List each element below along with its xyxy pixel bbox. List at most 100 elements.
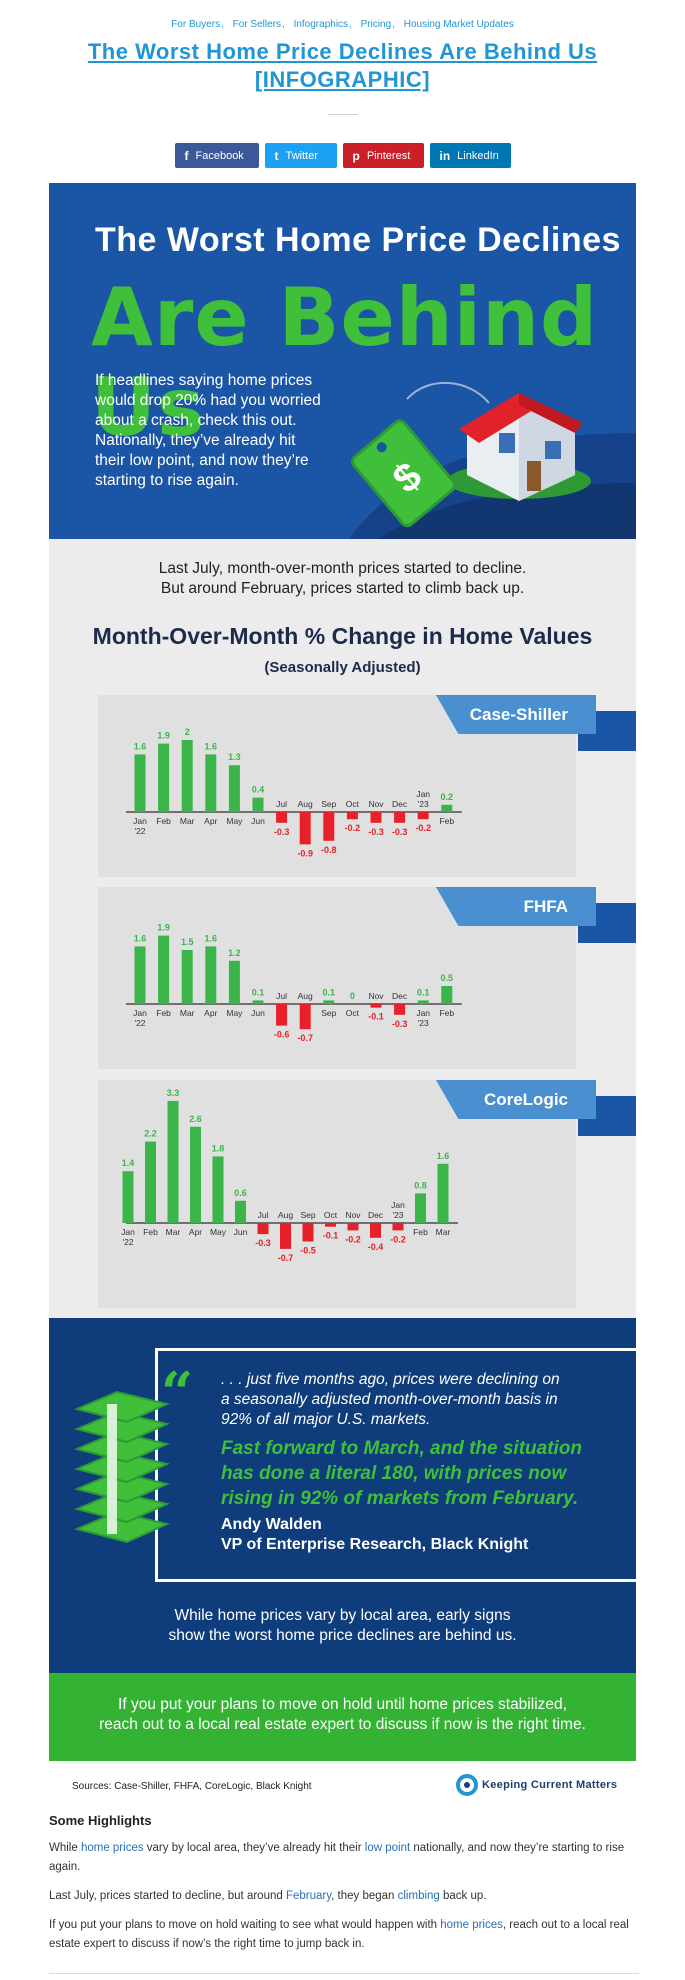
category-link[interactable]: Housing Market Updates [403,19,514,30]
data-label: 1.6 [437,1151,450,1161]
tick-label: Jun [251,816,265,826]
data-label: 0.8 [414,1180,427,1190]
data-label: -0.5 [300,1246,316,1256]
category-link[interactable]: For Sellers [232,19,281,30]
corelogic-bar-chart: 1.4Jan'222.2Feb3.3Mar2.6Apr1.8May0.6Jun-… [121,1088,458,1263]
data-label: -0.2 [415,823,431,833]
chart-bar [370,1004,382,1008]
tick-label: '23 [418,799,429,809]
chart-bar [280,1223,291,1249]
hero-text-line: their low point, and now they’re [95,452,309,469]
page-title-line[interactable]: The Worst Home Price Declines Are Behind… [87,39,598,64]
tick-label: Feb [439,1008,454,1018]
data-label: -0.3 [368,827,384,837]
facebook-share-button[interactable]: f Facebook [174,143,259,168]
data-label: 2.6 [189,1114,202,1124]
share-label: Facebook [195,149,244,162]
data-label: -0.2 [345,1234,361,1244]
tick-label: Jan [133,816,147,826]
data-label: -0.3 [392,1019,408,1029]
corelogic-chart-panel: 1.4 Jan '22 2.2 Feb 3.3 Mar 2.6 Apr 1.8 May 0.6 Jun -… [98,1080,596,1308]
hero-text-line: about a crash, check this out. [95,412,297,429]
highlights-title: Some Highlights [49,1813,152,1828]
data-label: 0.6 [234,1188,247,1198]
tick-label: Nov [368,991,384,1001]
quote-line: 92% of all major U.S. markets. [221,1411,431,1428]
category-link[interactable]: Infographics [293,19,349,30]
chart-bar [323,812,335,841]
cta-line: If you put your plans to move on hold un… [118,1696,567,1713]
data-label: 2 [185,727,190,737]
chart-bar [158,743,170,812]
data-label: 2.2 [144,1129,157,1139]
data-label: -0.2 [390,1234,406,1244]
quote-highlight: Fast forward to March, and the situation… [221,1436,621,1511]
category-link[interactable]: For Buyers [171,19,221,30]
chart-bar [417,1000,429,1004]
tick-label: Jun [251,1008,265,1018]
data-label: 3.3 [167,1088,180,1098]
data-label: 0.4 [252,785,265,795]
chart-bar [302,1223,314,1242]
divider [328,114,358,115]
text: nationally, and now they’re starting to … [49,1842,625,1873]
chart-bar [415,1193,426,1223]
tick-label: Dec [392,799,408,809]
chart-bar [370,1223,381,1238]
share-label: LinkedIn [457,149,499,162]
chart-bar [370,812,382,823]
quote-highlight-line: Fast forward to March, and the situation [221,1438,583,1459]
tick-label: Aug [298,799,313,809]
data-label: 0.5 [441,973,454,983]
twitter-icon: t [274,148,279,163]
chart-bar [252,1000,264,1004]
linkedin-share-button[interactable]: in LinkedIn [429,143,511,168]
chart-bar [235,1200,246,1223]
cta-text: If you put your plans to move on hold un… [49,1695,636,1735]
data-label: -0.3 [274,827,290,837]
chart-bar [299,812,311,845]
cta-line: reach out to a local real estate expert … [99,1716,586,1733]
tick-label: Aug [298,991,313,1001]
tick-label: May [226,816,243,826]
tick-label: Sep [321,799,336,809]
page-title[interactable]: The Worst Home Price Declines Are Behind… [40,38,645,94]
tick-label: '23 [418,1018,429,1028]
brand-logo: Keeping Current Matters [456,1774,617,1796]
chart-bar [392,1223,404,1231]
pinterest-share-button[interactable]: p Pinterest [342,143,424,168]
chart-title: Month-Over-Month % Change in Home Values [92,623,593,649]
page-title-line[interactable]: [INFOGRAPHIC] [254,67,431,92]
chart-bar [347,1223,359,1231]
author-title: VP of Enterprise Research, Black Knight [221,1536,529,1553]
chart-bar [181,950,193,1004]
data-label: -0.1 [368,1012,384,1022]
home-prices-link[interactable]: home prices [80,1842,144,1854]
text: , they began [331,1890,398,1902]
fhfa-chart-panel: 1.6 Jan '22 1.9 Feb 1.5 Mar 1.6 Apr 1.2 May 0.1 Jun -… [98,887,596,1069]
february-link[interactable]: February [285,1890,332,1902]
chart-bar [228,765,240,812]
chart-bar [441,804,453,812]
twitter-share-button[interactable]: t Twitter [264,143,337,168]
chart-bar [417,812,429,820]
climbing-link[interactable]: climbing [397,1890,440,1902]
tick-label: Oct [346,799,360,809]
data-label: -0.9 [297,848,313,858]
low-point-link[interactable]: low point [364,1842,411,1854]
home-prices-link[interactable]: home prices [440,1919,503,1931]
case-shiller-bar-chart: 1.6Jan'221.9Feb2Mar1.6Apr1.3May0.4Jun-0.… [126,727,462,858]
tick-label: Oct [346,1008,360,1018]
tick-label: Aug [278,1210,293,1220]
tick-label: Mar [436,1227,451,1237]
house-price-tag-illustration: $ [350,381,591,528]
tick-label: Jul [276,991,287,1001]
quote-highlight-line: rising in 92% of markets from February. [221,1488,579,1509]
tick-label: '22 [134,1018,145,1028]
author-name: Andy Walden [221,1516,322,1533]
quote-icon: “ [161,1360,194,1426]
hero-text-line: If headlines saying home prices [95,372,313,389]
data-label: -0.8 [321,845,337,855]
corelogic-label: CoreLogic [436,1080,596,1119]
category-link[interactable]: Pricing [360,19,392,30]
